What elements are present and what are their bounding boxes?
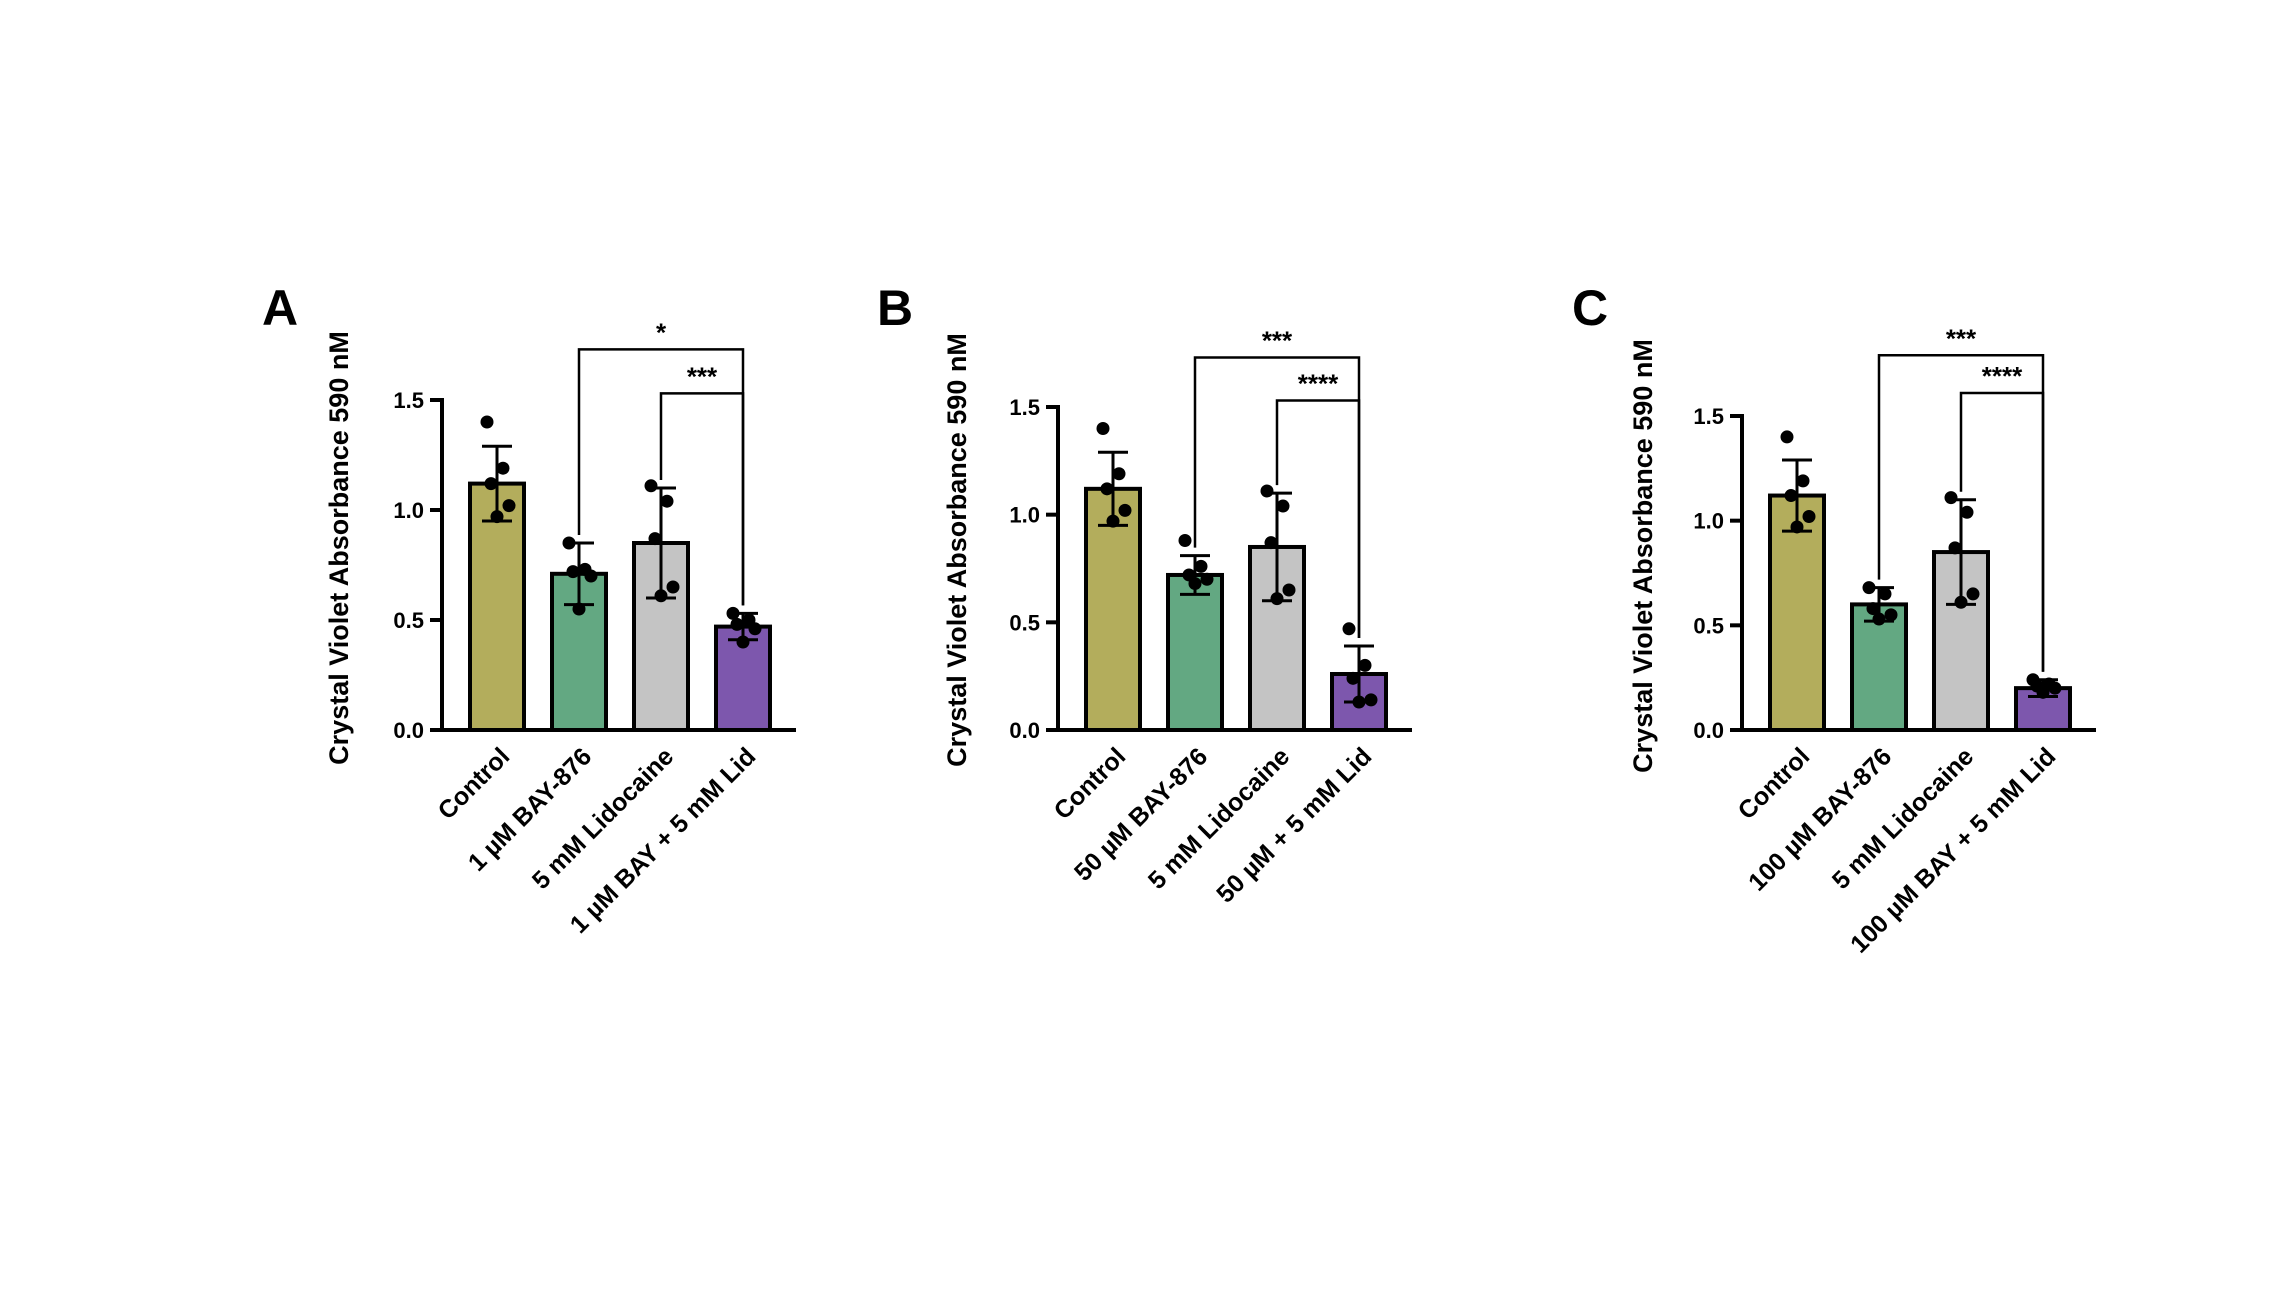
x-tick-label-2: 100 µM BAY-876 [1743, 742, 1897, 896]
significance-label: * [656, 317, 667, 347]
data-point [1352, 695, 1366, 709]
data-point [666, 580, 680, 594]
x-tick-label-4: 50 µM + 5 mM Lid [1211, 742, 1377, 908]
data-point [1096, 422, 1110, 436]
significance-label: *** [687, 361, 718, 391]
data-point [1178, 534, 1192, 548]
data-point [1884, 608, 1898, 622]
data-point [1282, 583, 1296, 597]
data-point [1276, 499, 1290, 513]
data-point [1358, 658, 1372, 672]
data-point [1966, 587, 1980, 601]
data-point [1796, 474, 1810, 488]
data-point [2048, 681, 2062, 695]
data-point [1100, 482, 1114, 496]
y-tick-label: 0.0 [1009, 718, 1040, 743]
significance-bracket [1275, 399, 1361, 639]
data-point [648, 532, 662, 546]
data-point [1862, 581, 1876, 595]
data-point [566, 565, 580, 579]
chart-panel-a: A Crystal Violet Absorbance 590 nM 0.0 0.5 1… [262, 280, 796, 939]
y-tick-label: 0.5 [1009, 610, 1040, 635]
y-axis-label: Crystal Violet Absorbance 590 nM [1628, 339, 1658, 773]
data-point [1954, 595, 1968, 609]
y-tick-label: 1.5 [1693, 404, 1724, 429]
y-axis-label: Crystal Violet Absorbance 590 nM [324, 331, 354, 765]
panel-label: C [1572, 280, 1608, 336]
data-point [2036, 685, 2050, 699]
data-point [1784, 489, 1798, 503]
x-tick-label-3: 5 mM Lidocaine [1143, 742, 1295, 894]
data-point [1346, 671, 1360, 685]
data-point [748, 622, 762, 636]
y-tick-label: 1.5 [393, 388, 424, 413]
significance-label: **** [1298, 369, 1339, 399]
bar-2 [1166, 572, 1224, 733]
data-point [584, 569, 598, 583]
bar-1 [1768, 493, 1826, 732]
significance-label: *** [1262, 325, 1293, 355]
data-point [654, 589, 668, 603]
data-point [1872, 612, 1886, 626]
panel-label: A [262, 280, 298, 336]
y-tick-label: 0.0 [393, 718, 424, 743]
data-point [1200, 572, 1214, 586]
data-point [644, 479, 658, 493]
data-point [1866, 602, 1880, 616]
data-point [1944, 491, 1958, 505]
data-point [730, 617, 744, 631]
y-tick-label: 1.0 [1009, 503, 1040, 528]
y-tick-label: 0.5 [393, 608, 424, 633]
data-point [1270, 592, 1284, 606]
data-point [1194, 559, 1208, 573]
data-point [1960, 505, 1974, 519]
data-point [502, 499, 516, 513]
data-point [1790, 520, 1804, 534]
data-point [1342, 622, 1356, 636]
y-tick-label: 0.5 [1693, 613, 1724, 638]
data-point [1264, 536, 1278, 550]
y-tick-label: 0.0 [1693, 718, 1724, 743]
x-tick-label-3: 5 mM Lidocaine [527, 742, 679, 894]
data-point [1260, 484, 1274, 498]
x-tick-label-1: Control [433, 742, 516, 825]
y-axis-label: Crystal Violet Absorbance 590 nM [942, 333, 972, 767]
data-point [480, 415, 494, 429]
data-point [1802, 509, 1816, 523]
data-point [1118, 503, 1132, 517]
data-point [1878, 587, 1892, 601]
chart-panel-c: C Crystal Violet Absorbance 590 nM 0.0 0.5 1… [1572, 280, 2096, 959]
data-point [562, 536, 576, 550]
panel-label: B [877, 280, 913, 336]
x-tick-label-1: Control [1733, 742, 1816, 825]
y-tick-label: 1.0 [393, 498, 424, 523]
x-tick-label-1: Control [1049, 742, 1132, 825]
significance-label: **** [1982, 361, 2023, 391]
data-point [726, 606, 740, 620]
data-point [660, 494, 674, 508]
y-tick-label: 1.0 [1693, 509, 1724, 534]
data-point [490, 510, 504, 524]
significance-bracket [1959, 391, 2045, 672]
data-point [1188, 577, 1202, 591]
data-point [496, 461, 510, 475]
data-point [484, 477, 498, 491]
data-point [1112, 467, 1126, 481]
data-point [1106, 514, 1120, 528]
significance-label: *** [1946, 323, 1977, 353]
bar-3 [1248, 544, 1306, 733]
data-point [1948, 541, 1962, 555]
y-tick-label: 1.5 [1009, 395, 1040, 420]
x-tick-label-3: 5 mM Lidocaine [1827, 742, 1979, 894]
significance-bracket [659, 392, 745, 606]
data-point [1780, 430, 1794, 444]
data-point [736, 635, 750, 649]
chart-panel-b: B Crystal Violet Absorbance 590 nM 0.0 0.5 1… [877, 280, 1412, 908]
data-point [572, 602, 586, 616]
data-point [1364, 693, 1378, 707]
